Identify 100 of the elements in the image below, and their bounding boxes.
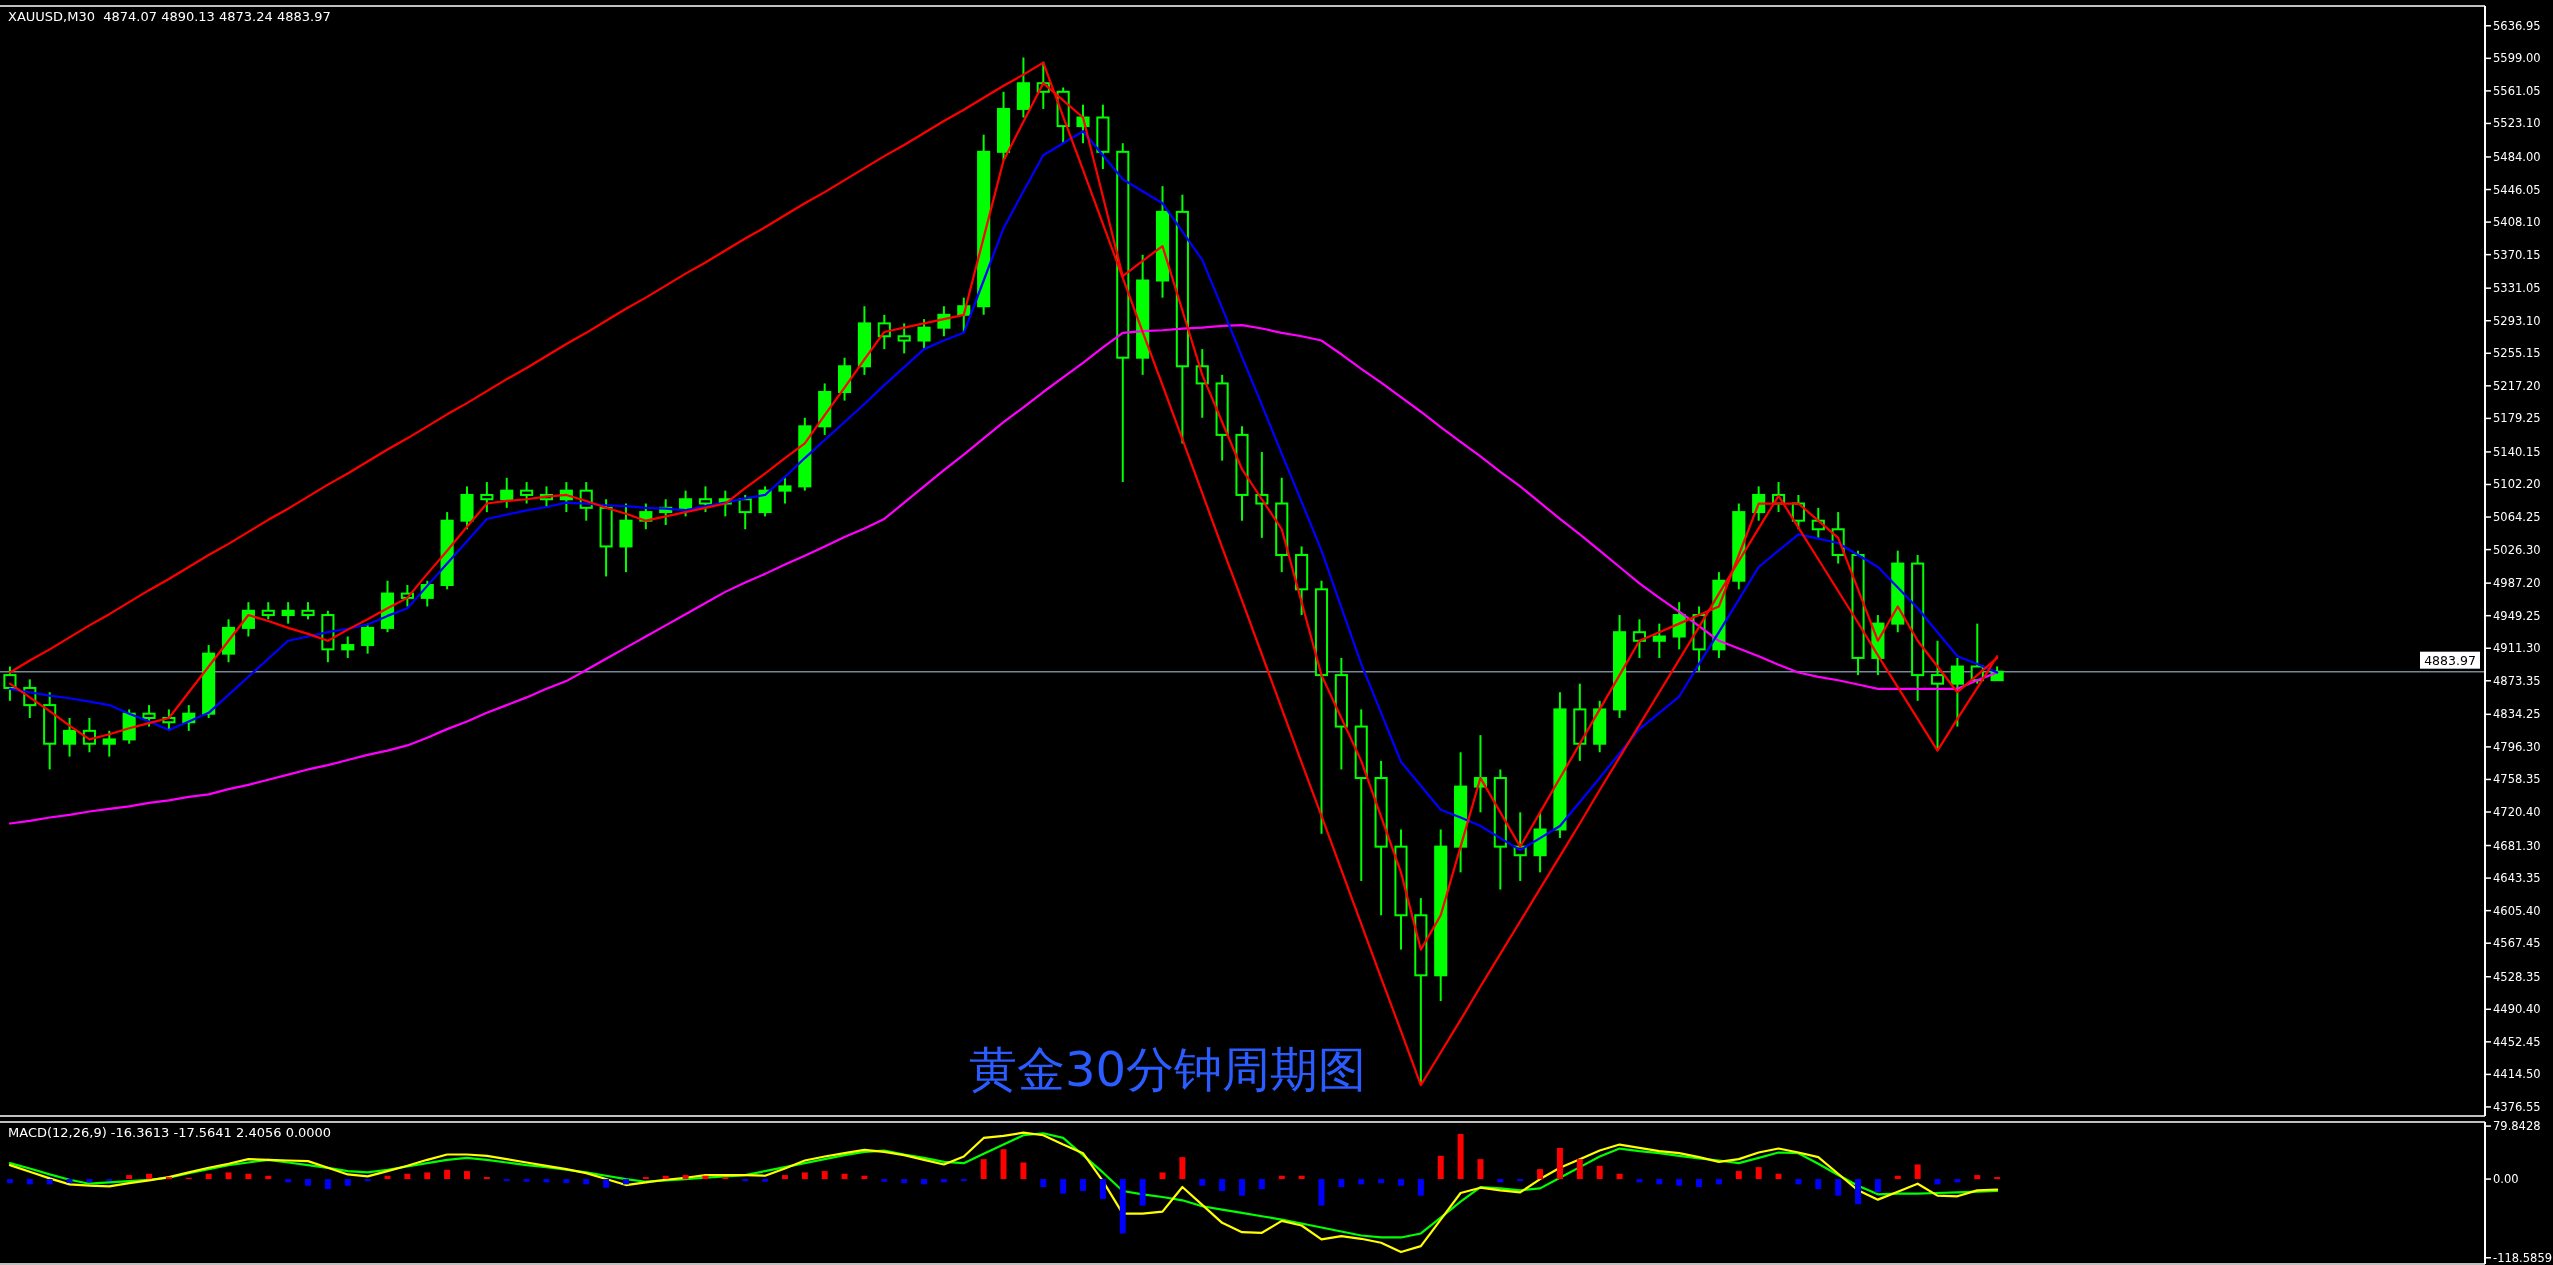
y-tick-label: 4376.55 bbox=[2493, 1099, 2541, 1114]
bar bbox=[1775, 1173, 1782, 1180]
bar bbox=[126, 1175, 133, 1180]
bar bbox=[563, 1179, 570, 1184]
y-tick-label: 5217.20 bbox=[2493, 378, 2541, 393]
y-tick-label: 5599.00 bbox=[2493, 51, 2541, 66]
bar bbox=[1636, 1179, 1643, 1183]
y-tick-label: 5179.25 bbox=[2493, 411, 2541, 426]
bar bbox=[861, 1175, 868, 1180]
bar bbox=[1835, 1179, 1842, 1196]
bar bbox=[1119, 1179, 1126, 1234]
bar bbox=[305, 1179, 311, 1186]
y-tick-label: 4605.40 bbox=[2493, 903, 2541, 918]
bar bbox=[444, 1169, 451, 1180]
bar bbox=[1437, 1155, 1444, 1180]
y-tick-label: 5523.10 bbox=[2493, 116, 2541, 131]
bar bbox=[881, 1179, 888, 1182]
bar bbox=[344, 1179, 351, 1186]
bar bbox=[86, 1179, 93, 1183]
bar bbox=[1378, 1179, 1385, 1184]
bar bbox=[801, 1172, 808, 1180]
bar bbox=[265, 1175, 272, 1180]
bar bbox=[1358, 1179, 1365, 1185]
y-tick-label: -118.5859 bbox=[2493, 1250, 2553, 1265]
bar bbox=[980, 1159, 987, 1180]
bar bbox=[682, 1175, 689, 1180]
bar bbox=[1060, 1179, 1067, 1194]
bar bbox=[1219, 1179, 1226, 1192]
y-tick-label: 5102.20 bbox=[2493, 477, 2541, 492]
bar bbox=[1497, 1179, 1504, 1183]
bar bbox=[1298, 1175, 1305, 1180]
bar bbox=[1537, 1169, 1544, 1180]
bar bbox=[404, 1173, 411, 1180]
chart-title: XAUUSD,M30 4874.07 4890.13 4873.24 4883.97 bbox=[8, 8, 331, 24]
y-tick-label: 4720.40 bbox=[2493, 804, 2541, 819]
bar bbox=[1974, 1175, 1981, 1180]
y-tick-label: 5408.10 bbox=[2493, 215, 2541, 230]
bar bbox=[1258, 1179, 1265, 1190]
bar bbox=[1278, 1175, 1285, 1180]
y-tick-label: 4873.35 bbox=[2493, 673, 2541, 688]
bar bbox=[26, 1179, 33, 1185]
y-tick-label: 4911.30 bbox=[2493, 641, 2541, 656]
bar bbox=[781, 1175, 788, 1180]
bar bbox=[1934, 1179, 1941, 1185]
bar bbox=[921, 1179, 928, 1185]
bar bbox=[1795, 1179, 1802, 1185]
y-tick-label: 4681.30 bbox=[2493, 838, 2541, 853]
bar bbox=[1417, 1179, 1424, 1196]
bar bbox=[1855, 1179, 1862, 1205]
y-tick-label: 4490.40 bbox=[2493, 1002, 2541, 1017]
bar bbox=[1338, 1179, 1345, 1188]
bar bbox=[1020, 1162, 1027, 1180]
bar bbox=[1735, 1171, 1742, 1180]
y-tick-label: 4987.20 bbox=[2493, 576, 2541, 591]
ref-line-label: 4883.97 bbox=[2424, 652, 2476, 668]
y-tick-label: 5446.05 bbox=[2493, 182, 2541, 197]
bar bbox=[464, 1171, 470, 1180]
bar bbox=[66, 1179, 73, 1184]
bar bbox=[1239, 1179, 1245, 1196]
bar bbox=[1556, 1147, 1563, 1180]
bar bbox=[583, 1179, 590, 1185]
bar bbox=[662, 1175, 669, 1180]
bar bbox=[1656, 1179, 1663, 1185]
y-tick-label: 4414.50 bbox=[2493, 1067, 2541, 1082]
bar bbox=[1457, 1133, 1464, 1180]
bar bbox=[1914, 1164, 1921, 1180]
bar bbox=[1576, 1159, 1583, 1180]
bar bbox=[1616, 1173, 1623, 1180]
bar bbox=[1596, 1165, 1603, 1180]
bar bbox=[1040, 1179, 1047, 1188]
y-tick-label: 5484.00 bbox=[2493, 149, 2541, 164]
bar bbox=[1954, 1179, 1961, 1183]
bar bbox=[1715, 1179, 1722, 1185]
bar bbox=[245, 1173, 252, 1180]
bar bbox=[46, 1179, 53, 1185]
bar bbox=[1696, 1179, 1703, 1188]
bar bbox=[6, 1179, 13, 1184]
y-tick-label: 5140.15 bbox=[2493, 444, 2541, 459]
bar bbox=[205, 1173, 212, 1180]
annotation: 黄金30分钟周期图 bbox=[968, 1041, 1367, 1097]
y-tick-label: 4758.35 bbox=[2493, 772, 2541, 787]
y-tick-label: 0.00 bbox=[2493, 1172, 2519, 1187]
bar bbox=[285, 1179, 292, 1183]
bar bbox=[1179, 1157, 1186, 1180]
y-tick-label: 5370.15 bbox=[2493, 247, 2541, 262]
bar bbox=[1080, 1179, 1086, 1192]
y-tick-label: 5255.15 bbox=[2493, 346, 2541, 361]
bar bbox=[1398, 1179, 1404, 1186]
bar bbox=[1099, 1179, 1106, 1199]
y-tick-label: 5026.30 bbox=[2493, 542, 2541, 557]
y-tick-label: 5293.10 bbox=[2493, 313, 2541, 328]
bar bbox=[324, 1179, 331, 1190]
bar bbox=[762, 1179, 769, 1182]
bar bbox=[1199, 1179, 1206, 1186]
chart-title: MACD(12,26,9) -16.3613 -17.5641 2.4056 0.0000 bbox=[8, 1124, 332, 1140]
y-tick-label: 4528.35 bbox=[2493, 969, 2541, 984]
bar bbox=[603, 1179, 610, 1188]
bar bbox=[1874, 1179, 1881, 1193]
bar bbox=[702, 1175, 709, 1180]
bar bbox=[1676, 1179, 1683, 1186]
